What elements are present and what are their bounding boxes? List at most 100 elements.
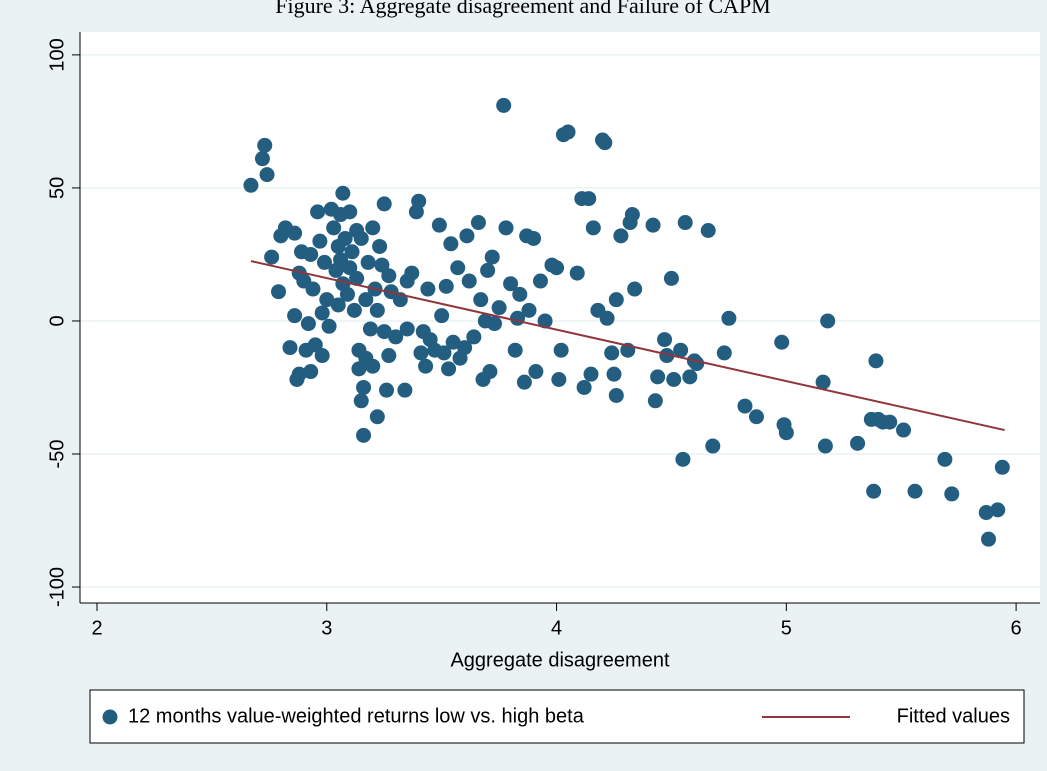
data-point bbox=[657, 332, 673, 348]
plot-area bbox=[80, 32, 1040, 603]
data-point bbox=[310, 204, 326, 220]
data-point bbox=[436, 345, 452, 361]
data-point bbox=[521, 302, 537, 318]
data-point bbox=[907, 483, 923, 499]
data-point bbox=[388, 329, 404, 345]
data-point bbox=[487, 316, 503, 332]
data-point bbox=[365, 358, 381, 374]
data-point bbox=[866, 483, 882, 499]
data-point bbox=[560, 124, 576, 140]
data-point bbox=[608, 292, 624, 308]
data-point bbox=[850, 435, 866, 451]
y-tick-label: 100 bbox=[46, 38, 68, 71]
data-point bbox=[457, 340, 473, 356]
data-point bbox=[820, 313, 836, 329]
data-point bbox=[443, 236, 459, 252]
data-point bbox=[374, 257, 390, 273]
x-tick-label: 3 bbox=[321, 617, 332, 639]
x-axis-title: Aggregate disagreement bbox=[450, 649, 669, 671]
data-point bbox=[303, 364, 319, 380]
data-point bbox=[321, 318, 337, 334]
data-point bbox=[482, 364, 498, 380]
data-point bbox=[356, 427, 372, 443]
data-point bbox=[287, 225, 303, 241]
data-point bbox=[994, 459, 1010, 475]
data-point bbox=[537, 313, 553, 329]
data-point bbox=[438, 278, 454, 294]
data-point bbox=[516, 374, 532, 390]
data-point bbox=[480, 262, 496, 278]
data-point bbox=[303, 246, 319, 262]
data-point bbox=[319, 292, 335, 308]
data-point bbox=[326, 220, 342, 236]
x-tick-label: 2 bbox=[91, 617, 102, 639]
data-point bbox=[372, 238, 388, 254]
data-point bbox=[399, 321, 415, 337]
legend-label: 12 months value-weighted returns low vs.… bbox=[128, 705, 585, 727]
data-point bbox=[551, 371, 567, 387]
data-point bbox=[305, 281, 321, 297]
data-point bbox=[397, 382, 413, 398]
x-tick-label: 4 bbox=[551, 617, 562, 639]
data-point bbox=[369, 302, 385, 318]
data-point bbox=[342, 260, 358, 276]
data-point bbox=[528, 364, 544, 380]
data-point bbox=[606, 366, 622, 382]
data-point bbox=[420, 281, 436, 297]
y-tick-label: 0 bbox=[46, 315, 68, 326]
data-point bbox=[491, 300, 507, 316]
data-point bbox=[576, 379, 592, 395]
data-point bbox=[312, 233, 328, 249]
data-point bbox=[659, 348, 675, 364]
data-point bbox=[981, 531, 997, 547]
data-point bbox=[647, 393, 663, 409]
data-point bbox=[666, 371, 682, 387]
data-point bbox=[737, 398, 753, 414]
data-point bbox=[675, 451, 691, 467]
data-point bbox=[450, 260, 466, 276]
data-point bbox=[604, 345, 620, 361]
data-point bbox=[597, 135, 613, 151]
data-point bbox=[335, 185, 351, 201]
data-point bbox=[300, 316, 316, 332]
y-tick-label: 50 bbox=[46, 177, 68, 199]
data-point bbox=[990, 502, 1006, 518]
data-point bbox=[342, 204, 358, 220]
data-point bbox=[583, 366, 599, 382]
data-point bbox=[817, 438, 833, 454]
data-point bbox=[721, 310, 737, 326]
y-tick-label: -50 bbox=[46, 440, 68, 469]
data-point bbox=[259, 167, 275, 183]
data-point bbox=[705, 438, 721, 454]
fitted-line bbox=[250, 260, 1005, 432]
data-point bbox=[404, 265, 420, 281]
data-point bbox=[716, 345, 732, 361]
data-point bbox=[599, 310, 615, 326]
data-point bbox=[307, 337, 323, 353]
data-point bbox=[689, 356, 705, 372]
data-point bbox=[650, 369, 666, 385]
data-point bbox=[569, 265, 585, 281]
data-point bbox=[351, 361, 367, 377]
data-point bbox=[748, 409, 764, 425]
data-point bbox=[512, 286, 528, 302]
data-point bbox=[411, 193, 427, 209]
y-tick-label: -100 bbox=[46, 567, 68, 607]
data-point bbox=[369, 409, 385, 425]
data-point bbox=[376, 196, 392, 212]
data-point bbox=[663, 270, 679, 286]
data-point bbox=[376, 324, 392, 340]
x-tick-label: 6 bbox=[1011, 617, 1022, 639]
data-point bbox=[353, 393, 369, 409]
data-point bbox=[682, 369, 698, 385]
data-point bbox=[413, 345, 429, 361]
data-point bbox=[700, 222, 716, 238]
data-point bbox=[466, 329, 482, 345]
data-point bbox=[344, 244, 360, 260]
data-point bbox=[356, 379, 372, 395]
data-point bbox=[585, 220, 601, 236]
data-point bbox=[774, 334, 790, 350]
data-point bbox=[613, 228, 629, 244]
data-point bbox=[549, 260, 565, 276]
